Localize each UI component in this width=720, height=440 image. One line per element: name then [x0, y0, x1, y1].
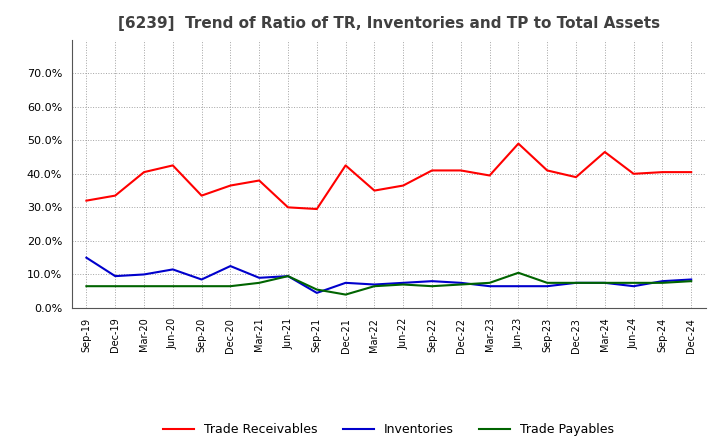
Trade Receivables — [168, 163, 177, 168]
Inventories — [168, 267, 177, 272]
Legend: Trade Receivables, Inventories, Trade Payables: Trade Receivables, Inventories, Trade Pa… — [158, 418, 619, 440]
Trade Receivables — [514, 141, 523, 146]
Trade Payables — [255, 280, 264, 286]
Trade Receivables — [428, 168, 436, 173]
Trade Receivables — [629, 171, 638, 176]
Trade Receivables — [312, 206, 321, 212]
Trade Payables — [197, 283, 206, 289]
Inventories — [456, 280, 465, 286]
Inventories — [197, 277, 206, 282]
Trade Receivables — [543, 168, 552, 173]
Trade Receivables — [197, 193, 206, 198]
Trade Payables — [341, 292, 350, 297]
Trade Payables — [284, 274, 292, 279]
Inventories — [600, 280, 609, 286]
Trade Payables — [572, 280, 580, 286]
Inventories — [399, 280, 408, 286]
Trade Payables — [312, 287, 321, 292]
Trade Payables — [168, 283, 177, 289]
Inventories — [82, 255, 91, 260]
Trade Payables — [658, 280, 667, 286]
Trade Receivables — [399, 183, 408, 188]
Inventories — [572, 280, 580, 286]
Trade Receivables — [572, 175, 580, 180]
Trade Payables — [687, 279, 696, 284]
Trade Receivables — [370, 188, 379, 193]
Trade Payables — [543, 280, 552, 286]
Inventories — [485, 283, 494, 289]
Trade Receivables — [255, 178, 264, 183]
Trade Receivables — [140, 169, 148, 175]
Inventories — [284, 274, 292, 279]
Trade Receivables — [456, 168, 465, 173]
Trade Payables — [111, 283, 120, 289]
Line: Trade Payables: Trade Payables — [86, 273, 691, 295]
Inventories — [255, 275, 264, 280]
Trade Payables — [399, 282, 408, 287]
Trade Payables — [226, 283, 235, 289]
Inventories — [312, 290, 321, 296]
Title: [6239]  Trend of Ratio of TR, Inventories and TP to Total Assets: [6239] Trend of Ratio of TR, Inventories… — [118, 16, 660, 32]
Trade Receivables — [687, 169, 696, 175]
Inventories — [543, 283, 552, 289]
Trade Receivables — [284, 205, 292, 210]
Inventories — [658, 279, 667, 284]
Trade Receivables — [485, 173, 494, 178]
Inventories — [687, 277, 696, 282]
Trade Payables — [514, 270, 523, 275]
Trade Payables — [600, 280, 609, 286]
Inventories — [111, 274, 120, 279]
Trade Receivables — [600, 149, 609, 154]
Inventories — [428, 279, 436, 284]
Trade Payables — [140, 283, 148, 289]
Inventories — [370, 282, 379, 287]
Inventories — [226, 264, 235, 269]
Trade Receivables — [111, 193, 120, 198]
Inventories — [514, 283, 523, 289]
Trade Payables — [370, 283, 379, 289]
Trade Payables — [485, 280, 494, 286]
Trade Payables — [629, 280, 638, 286]
Trade Receivables — [341, 163, 350, 168]
Inventories — [341, 280, 350, 286]
Trade Receivables — [658, 169, 667, 175]
Line: Trade Receivables: Trade Receivables — [86, 143, 691, 209]
Trade Receivables — [82, 198, 91, 203]
Trade Payables — [428, 283, 436, 289]
Inventories — [629, 283, 638, 289]
Trade Receivables — [226, 183, 235, 188]
Inventories — [140, 272, 148, 277]
Trade Payables — [82, 283, 91, 289]
Line: Inventories: Inventories — [86, 258, 691, 293]
Trade Payables — [456, 282, 465, 287]
